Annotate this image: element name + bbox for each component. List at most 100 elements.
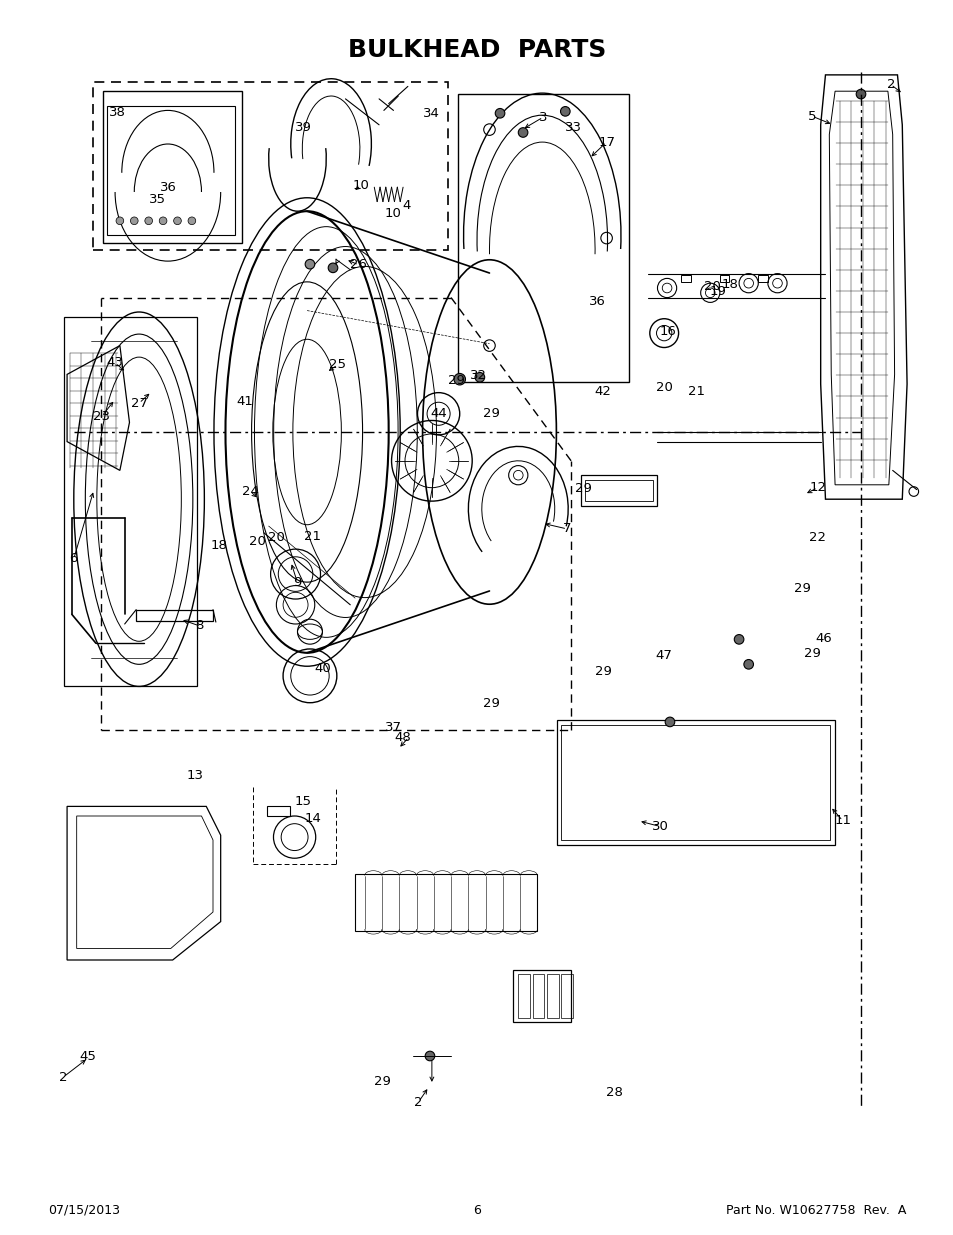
Bar [517,974,529,1018]
Text: 23: 23 [93,410,110,424]
Text: 16: 16 [659,325,676,337]
Text: 15: 15 [294,795,312,808]
Text: 29: 29 [374,1076,390,1088]
Text: 32: 32 [470,369,487,382]
Bar [513,969,571,1023]
Bar [585,480,652,501]
Circle shape [560,106,570,116]
Text: 39: 39 [294,121,312,135]
Text: 36: 36 [588,295,605,308]
Circle shape [517,127,527,137]
Text: 6: 6 [473,1204,480,1216]
Text: 18: 18 [210,538,227,552]
Text: 11: 11 [833,814,850,827]
Text: 38: 38 [109,106,125,119]
Circle shape [116,217,124,225]
Text: 37: 37 [385,721,401,734]
Text: 07/15/2013: 07/15/2013 [48,1204,119,1216]
Text: 20: 20 [655,382,672,394]
Text: 21: 21 [688,385,704,398]
Circle shape [664,718,674,726]
Text: 14: 14 [304,813,321,825]
Text: 40: 40 [314,662,331,674]
Text: 29: 29 [575,482,592,495]
Text: 19: 19 [709,285,725,299]
Text: 28: 28 [605,1086,622,1099]
Text: 35: 35 [149,193,166,206]
Text: 2: 2 [59,1071,68,1083]
Text: 17: 17 [598,136,615,148]
Bar [557,720,834,845]
Text: 42: 42 [594,385,611,398]
Text: 9: 9 [293,577,301,589]
Text: 10: 10 [352,179,369,191]
Circle shape [173,217,181,225]
Text: 34: 34 [423,106,440,120]
Circle shape [734,635,743,645]
Text: 18: 18 [721,278,739,290]
Circle shape [145,217,152,225]
Text: 29: 29 [482,408,499,420]
Text: 26: 26 [350,258,367,272]
Circle shape [855,89,865,99]
Text: 3: 3 [538,111,547,124]
Bar [720,274,729,283]
Text: 7: 7 [562,522,571,536]
Text: 48: 48 [395,731,411,743]
Text: 29: 29 [448,374,465,387]
Text: 2: 2 [885,78,894,91]
Text: 24: 24 [242,485,258,498]
Text: 29: 29 [482,698,499,710]
Bar [546,974,558,1018]
Text: 29: 29 [793,582,810,595]
Bar [267,806,290,816]
Circle shape [159,217,167,225]
Text: 22: 22 [808,531,825,545]
Text: 5: 5 [807,110,816,122]
Text: 12: 12 [808,482,825,494]
Bar [561,725,829,840]
Circle shape [475,373,484,382]
Bar [758,274,767,283]
Circle shape [131,217,138,225]
Circle shape [305,259,314,269]
Circle shape [425,1051,435,1061]
Bar [580,475,657,506]
Text: 21: 21 [304,530,321,543]
Text: 47: 47 [655,650,672,662]
Text: 20: 20 [249,535,265,548]
Bar [92,82,448,249]
Text: 29: 29 [595,664,612,678]
Text: 20: 20 [703,279,720,293]
Bar [561,974,573,1018]
Text: 27: 27 [131,396,148,410]
Circle shape [188,217,195,225]
Text: 44: 44 [430,408,447,420]
Text: 36: 36 [160,180,177,194]
Circle shape [743,659,753,669]
Bar [103,91,241,243]
Bar [680,274,690,283]
Text: 25: 25 [329,358,346,372]
Text: 13: 13 [186,769,203,782]
Text: 4: 4 [402,199,411,212]
Bar [136,610,213,621]
Circle shape [328,263,337,273]
Text: 8: 8 [195,620,204,632]
Bar [532,974,543,1018]
Text: 29: 29 [802,647,820,661]
Text: 10: 10 [385,206,401,220]
Text: 43: 43 [107,357,123,369]
Text: 2: 2 [414,1095,422,1109]
Text: 30: 30 [651,820,668,834]
Text: BULKHEAD  PARTS: BULKHEAD PARTS [348,38,605,62]
Circle shape [495,109,504,119]
Text: 46: 46 [814,632,831,645]
Text: 20: 20 [268,531,285,545]
Text: 41: 41 [236,395,253,408]
Text: 6: 6 [70,552,78,566]
Text: Part No. W10627758  Rev.  A: Part No. W10627758 Rev. A [725,1204,905,1216]
Text: 45: 45 [80,1050,96,1062]
Text: 33: 33 [565,121,582,135]
Circle shape [454,373,465,385]
